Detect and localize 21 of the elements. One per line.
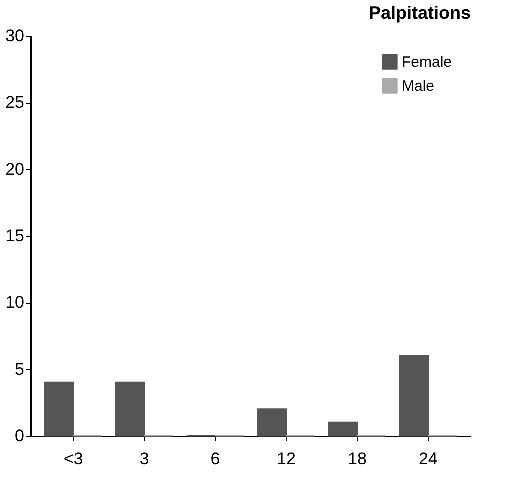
legend-label: Female	[402, 54, 452, 71]
x-tick-label: <3	[64, 450, 84, 468]
y-tick-label: 5	[15, 360, 24, 379]
y-tick-label: 0	[15, 426, 24, 446]
bar	[328, 422, 358, 437]
chart-title: Palpitations	[368, 3, 471, 23]
bar	[44, 382, 74, 437]
y-tick-label: 25	[6, 93, 24, 112]
y-tick-label: 20	[6, 160, 24, 179]
bar	[115, 382, 146, 437]
bar	[399, 355, 430, 437]
bar	[257, 408, 288, 437]
x-tick-label: 18	[348, 450, 367, 468]
x-tick-label: 24	[418, 450, 438, 468]
y-tick-label: 15	[6, 226, 24, 246]
legend-label: Male	[402, 78, 435, 95]
x-tick-label: 12	[277, 450, 296, 468]
y-tick-label: 30	[6, 26, 24, 46]
x-tick-label: 3	[140, 450, 150, 468]
x-tick-label: 6	[210, 450, 220, 468]
y-tick-label: 10	[6, 293, 24, 312]
